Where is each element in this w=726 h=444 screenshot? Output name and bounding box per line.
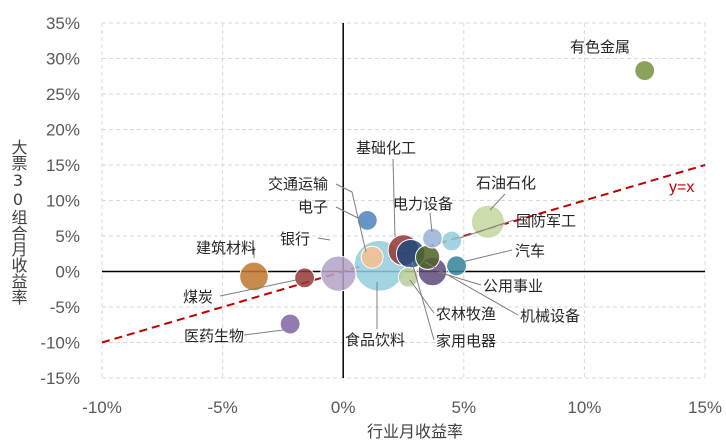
x-tick-label: 5% xyxy=(452,398,477,417)
bubble-point xyxy=(441,230,463,252)
point-label: 公用事业 xyxy=(483,277,543,295)
point-label: 国防军工 xyxy=(516,212,576,230)
bubble-point xyxy=(415,244,441,270)
point-label: 银行 xyxy=(280,230,310,248)
point-label: 石油石化 xyxy=(476,174,536,192)
point-label: 医药生物 xyxy=(184,327,244,345)
data-points xyxy=(239,60,656,335)
bubble-point xyxy=(279,313,301,335)
y-tick-label: -15% xyxy=(40,369,80,388)
leader-line xyxy=(219,279,297,297)
leader-line xyxy=(459,219,515,239)
leader-line xyxy=(392,158,396,238)
bubble-point xyxy=(446,255,467,277)
reference-line-label: y=x xyxy=(669,179,694,196)
point-label: 汽车 xyxy=(515,242,545,260)
leader-line xyxy=(335,206,359,219)
y-tick-label: 5% xyxy=(55,227,80,246)
bubble-point xyxy=(397,266,419,288)
point-label: 家用电器 xyxy=(436,332,496,350)
bubble-point xyxy=(294,267,316,289)
y-tick-label: 15% xyxy=(46,156,80,175)
leader-lines xyxy=(219,158,519,341)
bubble-point xyxy=(360,245,384,269)
x-axis-title: 行业月收益率 xyxy=(367,422,463,441)
y-tick-label: 30% xyxy=(46,50,80,69)
leader-line xyxy=(461,249,513,263)
bubble-point xyxy=(422,227,443,249)
y-tick-label: 20% xyxy=(46,121,80,140)
point-label: 交通运输 xyxy=(268,175,328,193)
grid-lines xyxy=(101,22,706,379)
point-label: 基础化工 xyxy=(356,139,416,157)
y-tick-label: 25% xyxy=(46,85,80,104)
bubble-point xyxy=(239,261,269,292)
bubble-point xyxy=(470,204,505,239)
x-tick-label: -10% xyxy=(82,398,122,417)
y-tick-label: 10% xyxy=(46,192,80,211)
point-label: 有色金属 xyxy=(570,38,630,56)
x-tick-label: 10% xyxy=(567,398,601,417)
leader-line xyxy=(411,261,435,341)
leader-line xyxy=(424,261,519,316)
bubble-point xyxy=(356,209,378,231)
bubble-point xyxy=(320,255,357,292)
leader-line xyxy=(489,193,506,211)
leader-line xyxy=(335,183,367,253)
y-tick-label: -5% xyxy=(50,298,80,317)
y-axis-title: 大票30组合月收益率 xyxy=(9,139,28,305)
leader-line xyxy=(429,212,433,233)
leader-line xyxy=(243,329,284,336)
point-label: 建筑材料 xyxy=(196,239,256,257)
point-label: 煤炭 xyxy=(183,288,213,306)
point-label: 电子 xyxy=(298,198,328,216)
leader-line xyxy=(317,237,331,241)
y-tick-label: 35% xyxy=(46,14,80,33)
point-label: 机械设备 xyxy=(520,307,580,325)
point-label: 农林牧渔 xyxy=(436,305,496,323)
tick-labels: -15%-10%-5%0%5%10%15%20%25%30%35%-10% -5%… xyxy=(40,14,722,417)
x-tick-label: -5% xyxy=(207,398,237,417)
x-tick-label: 0% xyxy=(331,398,356,417)
point-label: 电力设备 xyxy=(393,195,453,213)
y-tick-label: 0% xyxy=(55,263,80,282)
x-tick-label: 15% xyxy=(688,398,722,417)
point-label: 食品饮料 xyxy=(345,331,405,349)
bubble-point xyxy=(634,60,656,81)
y-tick-label: -10% xyxy=(40,334,80,353)
leader-line xyxy=(437,271,482,286)
